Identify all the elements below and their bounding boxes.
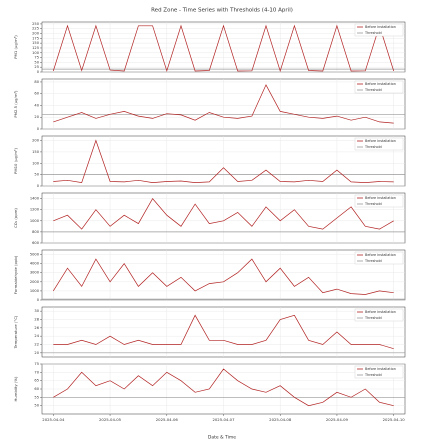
y-tick-label: 175 bbox=[32, 36, 39, 40]
legend-label: Before installation bbox=[365, 139, 396, 143]
y-axis-label: Humidity (%) bbox=[13, 376, 18, 402]
y-tick-label: 80 bbox=[34, 80, 39, 84]
data-line bbox=[53, 314, 394, 350]
y-tick-label: 50 bbox=[34, 173, 39, 177]
y-axis-label: CO₂ (ppm) bbox=[13, 208, 18, 228]
y-tick-label: 65 bbox=[34, 379, 39, 383]
y-tick-label: 1000 bbox=[30, 219, 40, 223]
y-tick-label: 200 bbox=[32, 32, 40, 36]
y-tick-label: 22 bbox=[34, 343, 39, 347]
y-tick-label: 3000 bbox=[30, 271, 40, 275]
legend-label: Threshold bbox=[364, 88, 382, 92]
y-tick-label: 100 bbox=[32, 51, 40, 55]
y-tick-label: 2000 bbox=[30, 280, 40, 284]
y-tick-label: 26 bbox=[34, 326, 39, 330]
x-tick-label: 2025-04-06 bbox=[156, 417, 179, 422]
data-line bbox=[53, 258, 394, 295]
y-tick-label: 250 bbox=[32, 22, 40, 26]
legend-label: Threshold bbox=[364, 373, 382, 377]
y-tick-label: 1000 bbox=[30, 289, 40, 293]
y-tick-label: 600 bbox=[32, 241, 40, 245]
y-axis-label: PM2.5 (µg/m³) bbox=[13, 90, 18, 118]
y-tick-label: 225 bbox=[32, 27, 39, 31]
data-line bbox=[52, 24, 395, 73]
legend-box bbox=[354, 251, 404, 265]
legend-label: Before installation bbox=[365, 253, 396, 257]
y-tick-label: 24 bbox=[34, 334, 39, 338]
y-tick-label: 75 bbox=[34, 56, 39, 60]
y-tick-label: 100 bbox=[32, 161, 40, 165]
legend-label: Threshold bbox=[364, 145, 382, 149]
y-tick-label: 0 bbox=[37, 127, 40, 131]
y-tick-label: 28 bbox=[34, 318, 39, 322]
y-tick-label: 125 bbox=[32, 46, 39, 50]
legend-label: Before installation bbox=[365, 82, 396, 86]
legend-label: Threshold bbox=[364, 316, 382, 320]
x-tick-label: 2025-04-09 bbox=[326, 417, 349, 422]
y-tick-label: 50 bbox=[34, 404, 39, 408]
data-line bbox=[53, 368, 394, 407]
x-tick-label: 2025-04-08 bbox=[269, 417, 292, 422]
legend-box bbox=[354, 80, 404, 94]
y-tick-label: 20 bbox=[34, 351, 39, 355]
legend-label: Before installation bbox=[365, 310, 396, 314]
legend-label: Before installation bbox=[365, 367, 396, 371]
y-tick-label: 30 bbox=[34, 309, 39, 313]
y-tick-label: 150 bbox=[32, 41, 40, 45]
legend-box bbox=[354, 23, 404, 37]
data-line bbox=[53, 197, 394, 230]
y-tick-label: 60 bbox=[34, 387, 39, 391]
y-tick-label: 1400 bbox=[30, 197, 40, 201]
y-axis-label: PM10 (µg/m³) bbox=[13, 148, 18, 174]
legend-box bbox=[354, 365, 404, 379]
x-tick-label: 2025-04-10 bbox=[383, 417, 406, 422]
y-tick-label: 40 bbox=[34, 103, 39, 107]
x-tick-label: 2025-04-07 bbox=[212, 417, 235, 422]
legend-box bbox=[354, 137, 404, 151]
y-tick-label: 20 bbox=[34, 115, 39, 119]
legend-label: Threshold bbox=[364, 259, 382, 263]
y-tick-label: 0 bbox=[37, 184, 40, 188]
chart-title: Red Zone - Time Series with Thresholds (… bbox=[151, 8, 293, 14]
y-tick-label: 75 bbox=[34, 362, 39, 366]
y-tick-label: 55 bbox=[34, 395, 39, 399]
x-axis-label: Date & Time bbox=[208, 435, 236, 441]
y-tick-label: 5000 bbox=[30, 253, 40, 257]
data-line bbox=[53, 139, 394, 183]
y-tick-label: 25 bbox=[34, 65, 39, 69]
y-tick-label: 50 bbox=[34, 60, 39, 64]
y-tick-label: 200 bbox=[32, 139, 40, 143]
legend-label: Before installation bbox=[365, 25, 396, 29]
y-tick-label: 0 bbox=[37, 298, 40, 302]
data-line bbox=[53, 84, 394, 124]
y-tick-label: 0 bbox=[37, 70, 40, 74]
y-tick-label: 70 bbox=[34, 370, 39, 374]
y-tick-label: 1200 bbox=[30, 208, 40, 212]
legend-box bbox=[354, 194, 404, 208]
y-tick-label: 60 bbox=[34, 92, 39, 96]
legend-box bbox=[354, 308, 404, 322]
legend-label: Threshold bbox=[364, 202, 382, 206]
x-tick-label: 2025-04-05 bbox=[99, 417, 122, 422]
y-axis-label: Formaldehyde (ppb) bbox=[13, 255, 18, 294]
legend-label: Threshold bbox=[364, 31, 382, 35]
legend-label: Before installation bbox=[365, 196, 396, 200]
y-tick-label: 800 bbox=[32, 230, 40, 234]
y-axis-label: PM1 (µg/m³) bbox=[13, 35, 18, 59]
y-axis-label: Temperature (°C) bbox=[13, 315, 18, 349]
x-tick-label: 2025-04-04 bbox=[42, 417, 65, 422]
y-tick-label: 4000 bbox=[30, 262, 40, 266]
y-tick-label: 150 bbox=[32, 150, 40, 154]
